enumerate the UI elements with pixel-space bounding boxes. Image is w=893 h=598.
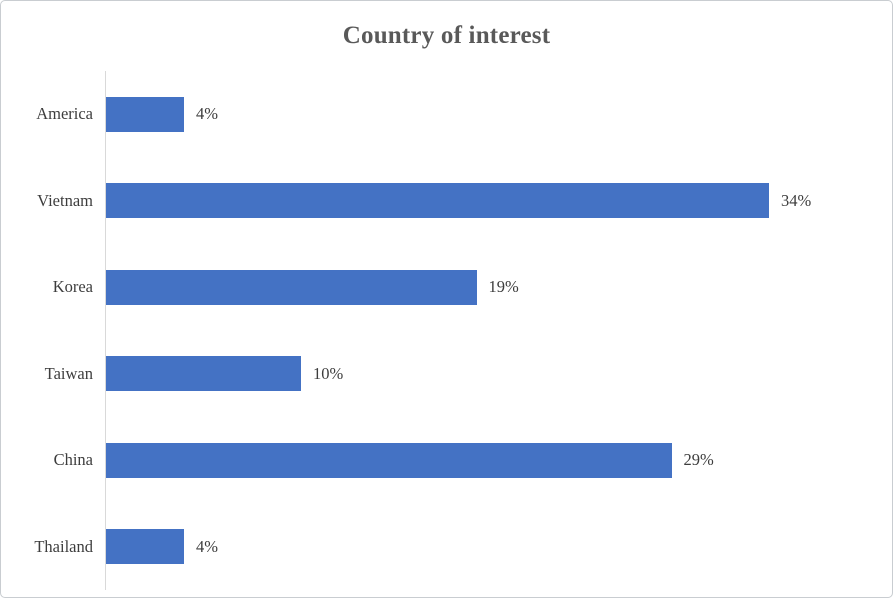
plot-area-row: 4% <box>105 71 892 158</box>
bar <box>106 356 301 392</box>
category-label: Thailand <box>34 536 93 556</box>
bar <box>106 269 477 305</box>
value-label: 19% <box>488 277 519 297</box>
bar <box>106 442 672 478</box>
bar <box>106 183 769 219</box>
bar-row: China 29% <box>1 417 892 504</box>
category-label: America <box>36 104 93 124</box>
bar <box>106 96 184 132</box>
chart-rows: America 4% Vietnam 34% Korea 19% Taiwan 10% Chin… <box>1 71 892 590</box>
chart-title: Country of interest <box>342 22 551 49</box>
plot-area-row: 19% <box>105 244 892 331</box>
bar-row: America 4% <box>1 71 892 158</box>
value-label: 10% <box>313 363 344 383</box>
value-label: 29% <box>683 450 714 470</box>
category-label: China <box>53 450 93 470</box>
bar-row: Korea 19% <box>1 244 892 331</box>
category-label: Taiwan <box>44 363 93 383</box>
bar-row: Thailand 4% <box>1 503 892 590</box>
bar-row: Vietnam 34% <box>1 157 892 244</box>
category-label: Vietnam <box>37 190 93 210</box>
plot-area-row: 34% <box>105 157 892 244</box>
value-label: 34% <box>781 190 812 210</box>
category-label: Korea <box>52 277 93 297</box>
bar <box>106 529 184 565</box>
plot-area-row: 4% <box>105 503 892 590</box>
plot-area-row: 29% <box>105 417 892 504</box>
value-label: 4% <box>196 536 218 556</box>
value-label: 4% <box>196 104 218 124</box>
plot-area-row: 10% <box>105 330 892 417</box>
bar-row: Taiwan 10% <box>1 330 892 417</box>
